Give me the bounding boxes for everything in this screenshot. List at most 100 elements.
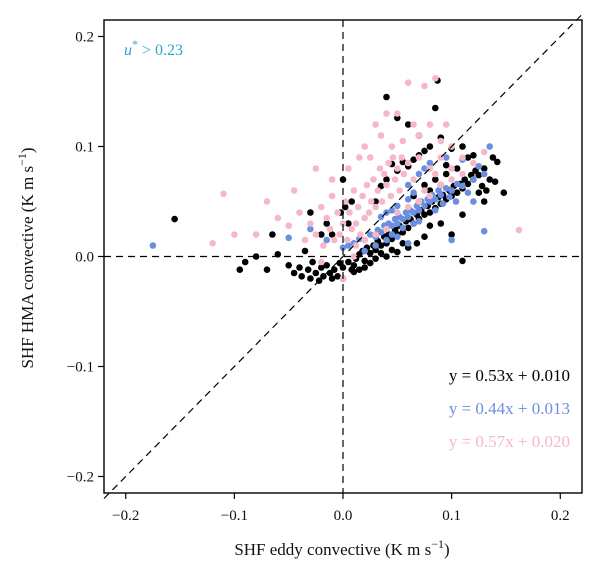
data-point — [404, 203, 412, 211]
data-point — [220, 190, 227, 198]
data-point — [359, 192, 366, 200]
data-point — [361, 264, 369, 271]
y-axis-label: SHF HMA convective (K m s−1) — [15, 147, 37, 368]
data-point — [149, 242, 157, 249]
annotation-superscript: * — [132, 37, 138, 51]
data-point — [410, 176, 417, 183]
data-point — [448, 165, 455, 172]
data-point — [383, 110, 390, 117]
data-point — [241, 258, 249, 266]
data-point — [383, 93, 390, 101]
data-point — [328, 192, 336, 200]
data-point — [410, 220, 417, 227]
data-point — [394, 220, 401, 227]
data-point — [385, 159, 392, 167]
data-point — [378, 198, 386, 205]
data-point — [421, 165, 428, 172]
data-point — [366, 154, 374, 161]
data-point — [399, 224, 407, 232]
data-point — [404, 79, 412, 86]
data-point — [480, 170, 488, 178]
data-point — [318, 203, 325, 211]
data-point — [421, 82, 428, 90]
data-point — [328, 275, 336, 282]
data-point — [296, 209, 303, 216]
data-point — [372, 242, 379, 249]
data-point — [486, 176, 494, 183]
data-point — [459, 257, 466, 265]
data-point — [437, 191, 445, 199]
data-point — [480, 148, 488, 156]
one-to-one-line — [103, 14, 583, 499]
data-point — [318, 264, 325, 271]
data-point — [486, 143, 494, 150]
data-point — [285, 262, 293, 269]
data-point — [354, 203, 362, 211]
data-point — [399, 137, 407, 145]
data-point — [421, 187, 428, 194]
data-point — [432, 207, 439, 214]
data-point — [415, 207, 423, 214]
data-point — [331, 266, 338, 274]
regression-equations: y = 0.53x + 0.010 y = 0.44x + 0.013 y = 0.… — [449, 366, 570, 451]
data-point — [464, 180, 472, 188]
data-point — [404, 159, 412, 167]
data-point — [448, 187, 455, 194]
data-point — [475, 171, 483, 179]
data-point — [361, 257, 369, 265]
y-tick-label: −0.1 — [67, 360, 94, 376]
data-point — [334, 273, 341, 280]
data-point — [483, 187, 490, 194]
data-point — [394, 248, 401, 256]
data-point — [426, 192, 434, 200]
data-point — [263, 198, 271, 205]
data-point — [307, 275, 314, 282]
data-point — [348, 225, 356, 233]
data-point — [388, 207, 396, 214]
data-point — [432, 75, 439, 82]
data-point — [301, 247, 309, 255]
data-point — [459, 211, 466, 218]
data-point — [339, 244, 347, 251]
data-point — [404, 181, 412, 189]
data-point — [376, 165, 384, 172]
data-point — [312, 231, 320, 238]
data-point — [366, 249, 374, 257]
data-point — [339, 264, 347, 271]
data-point — [394, 165, 401, 172]
y-tick-label: 0.0 — [75, 250, 94, 266]
annotation-variable: u — [124, 42, 132, 59]
data-point — [410, 209, 417, 216]
data-point — [307, 220, 314, 227]
data-point — [442, 121, 450, 128]
data-point — [388, 143, 396, 150]
data-point — [323, 220, 331, 227]
data-point — [480, 165, 488, 172]
y-tick-label: 0.2 — [75, 30, 94, 46]
data-point — [312, 269, 320, 277]
data-point — [415, 154, 423, 161]
y-axis-label-close: ) — [18, 147, 37, 153]
x-axis-label-text: SHF eddy convective (K m s — [234, 540, 431, 559]
data-point — [361, 247, 369, 255]
data-point — [421, 211, 428, 218]
data-point — [515, 226, 523, 234]
data-point — [413, 240, 421, 247]
data-point — [470, 176, 477, 183]
data-point — [399, 215, 407, 223]
data-point — [356, 266, 363, 274]
data-point — [470, 159, 477, 167]
data-point — [372, 231, 379, 238]
data-point — [500, 189, 508, 196]
data-point — [171, 215, 178, 223]
data-point — [426, 209, 434, 216]
data-point — [252, 253, 260, 260]
data-point — [328, 176, 336, 183]
data-point — [356, 154, 363, 161]
data-point — [459, 154, 466, 161]
data-point — [301, 236, 309, 244]
data-point — [421, 147, 428, 155]
data-point — [448, 176, 455, 183]
data-point — [410, 156, 417, 163]
data-point — [426, 222, 434, 229]
